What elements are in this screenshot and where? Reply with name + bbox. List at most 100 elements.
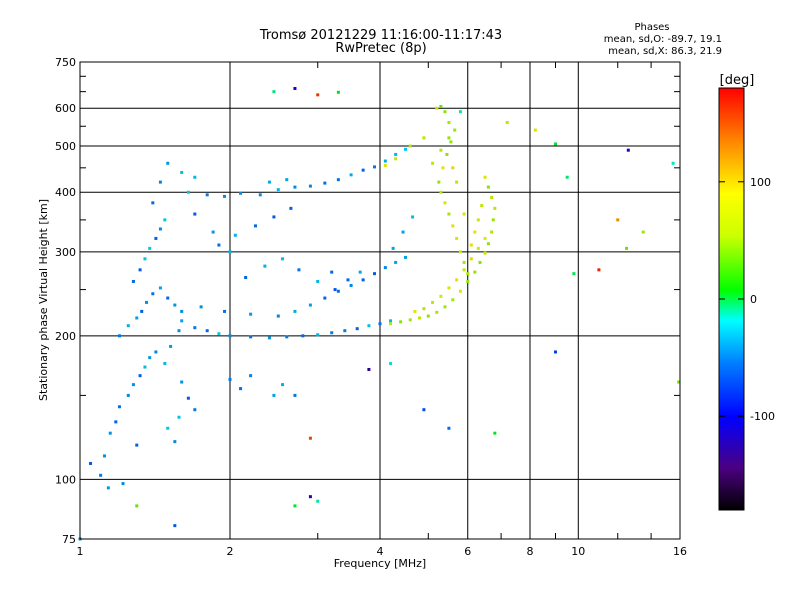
data-point: [401, 230, 405, 234]
x-tick-label: 4: [377, 545, 384, 558]
data-point: [135, 443, 139, 447]
data-point: [180, 380, 184, 384]
data-point: [308, 436, 312, 440]
data-point: [408, 318, 412, 322]
y-tick-label: 400: [55, 186, 76, 199]
data-point: [166, 426, 170, 430]
data-point: [193, 175, 197, 179]
data-point: [186, 190, 190, 194]
data-point: [431, 161, 435, 165]
data-point: [391, 246, 395, 250]
data-point: [323, 181, 327, 185]
data-point: [154, 350, 158, 354]
data-point: [121, 482, 125, 486]
data-point: [193, 326, 197, 330]
data-point: [443, 201, 447, 205]
plot-frame: [79, 61, 681, 540]
y-axis: 75 100 200 300 400 500 600 750: [55, 56, 680, 546]
data-point: [297, 268, 301, 272]
data-point: [349, 173, 353, 177]
data-point: [293, 185, 297, 189]
y-tick-label: 600: [55, 102, 76, 115]
data-point: [217, 243, 221, 247]
data-point: [193, 408, 197, 412]
colorbar-label: [deg]: [720, 73, 755, 88]
data-point: [148, 246, 152, 250]
data-point: [106, 486, 110, 490]
data-point: [439, 294, 443, 298]
data-point: [276, 188, 280, 192]
data-point: [223, 194, 227, 198]
data-point: [138, 374, 142, 378]
data-point: [89, 461, 93, 465]
data-point: [411, 215, 415, 219]
data-point: [408, 144, 412, 148]
x-axis: 1 2 4 6 8 10 16: [77, 62, 687, 558]
data-point: [143, 257, 147, 261]
data-point: [466, 272, 470, 276]
data-point: [493, 431, 497, 435]
data-point: [443, 110, 447, 114]
data-point: [451, 298, 455, 302]
data-point: [244, 276, 248, 280]
chart-subtitle: RwPretec (8p): [335, 41, 426, 56]
data-point: [180, 170, 184, 174]
data-point: [478, 260, 482, 264]
data-point: [285, 335, 289, 339]
data-point: [349, 283, 353, 287]
data-point: [217, 332, 221, 336]
data-point: [253, 224, 257, 228]
y-tick-label: 500: [55, 140, 76, 153]
data-point: [671, 161, 675, 165]
data-point: [553, 350, 557, 354]
data-point: [426, 314, 430, 318]
data-point: [490, 230, 494, 234]
data-point: [462, 212, 466, 216]
data-point: [336, 90, 340, 94]
data-point: [493, 206, 497, 210]
data-point: [276, 314, 280, 318]
data-point: [158, 180, 162, 184]
data-point: [272, 215, 276, 219]
data-point: [258, 193, 262, 197]
data-point: [148, 356, 152, 360]
x-tick-label: 16: [673, 545, 687, 558]
data-point: [355, 327, 359, 331]
data-point: [169, 344, 173, 348]
data-point: [131, 383, 135, 387]
data-point: [422, 408, 426, 412]
data-point: [641, 230, 645, 234]
data-point: [373, 272, 377, 276]
y-tick-label: 750: [55, 56, 76, 69]
data-point: [451, 224, 455, 228]
data-point: [239, 387, 243, 391]
data-point: [154, 236, 158, 240]
data-point: [431, 300, 435, 304]
data-point: [437, 180, 441, 184]
data-point: [177, 415, 181, 419]
data-point: [373, 165, 377, 169]
data-point: [199, 305, 203, 309]
data-point: [447, 426, 451, 430]
data-point: [389, 322, 393, 326]
data-point: [336, 178, 340, 182]
data-point: [173, 440, 177, 444]
data-point: [272, 393, 276, 397]
data-point: [126, 324, 130, 328]
data-point: [394, 157, 398, 161]
data-point: [458, 289, 462, 293]
data-point: [316, 279, 320, 283]
data-point: [293, 393, 297, 397]
colorbar-tick-label: 100: [750, 176, 771, 189]
data-point: [403, 147, 407, 151]
data-point: [135, 316, 139, 320]
data-point: [367, 324, 371, 328]
data-point: [616, 218, 620, 222]
data-point: [103, 454, 107, 458]
data-point: [473, 270, 477, 274]
data-point: [361, 278, 365, 282]
data-point: [336, 289, 340, 293]
y-tick-label: 200: [55, 330, 76, 343]
data-point: [358, 270, 362, 274]
